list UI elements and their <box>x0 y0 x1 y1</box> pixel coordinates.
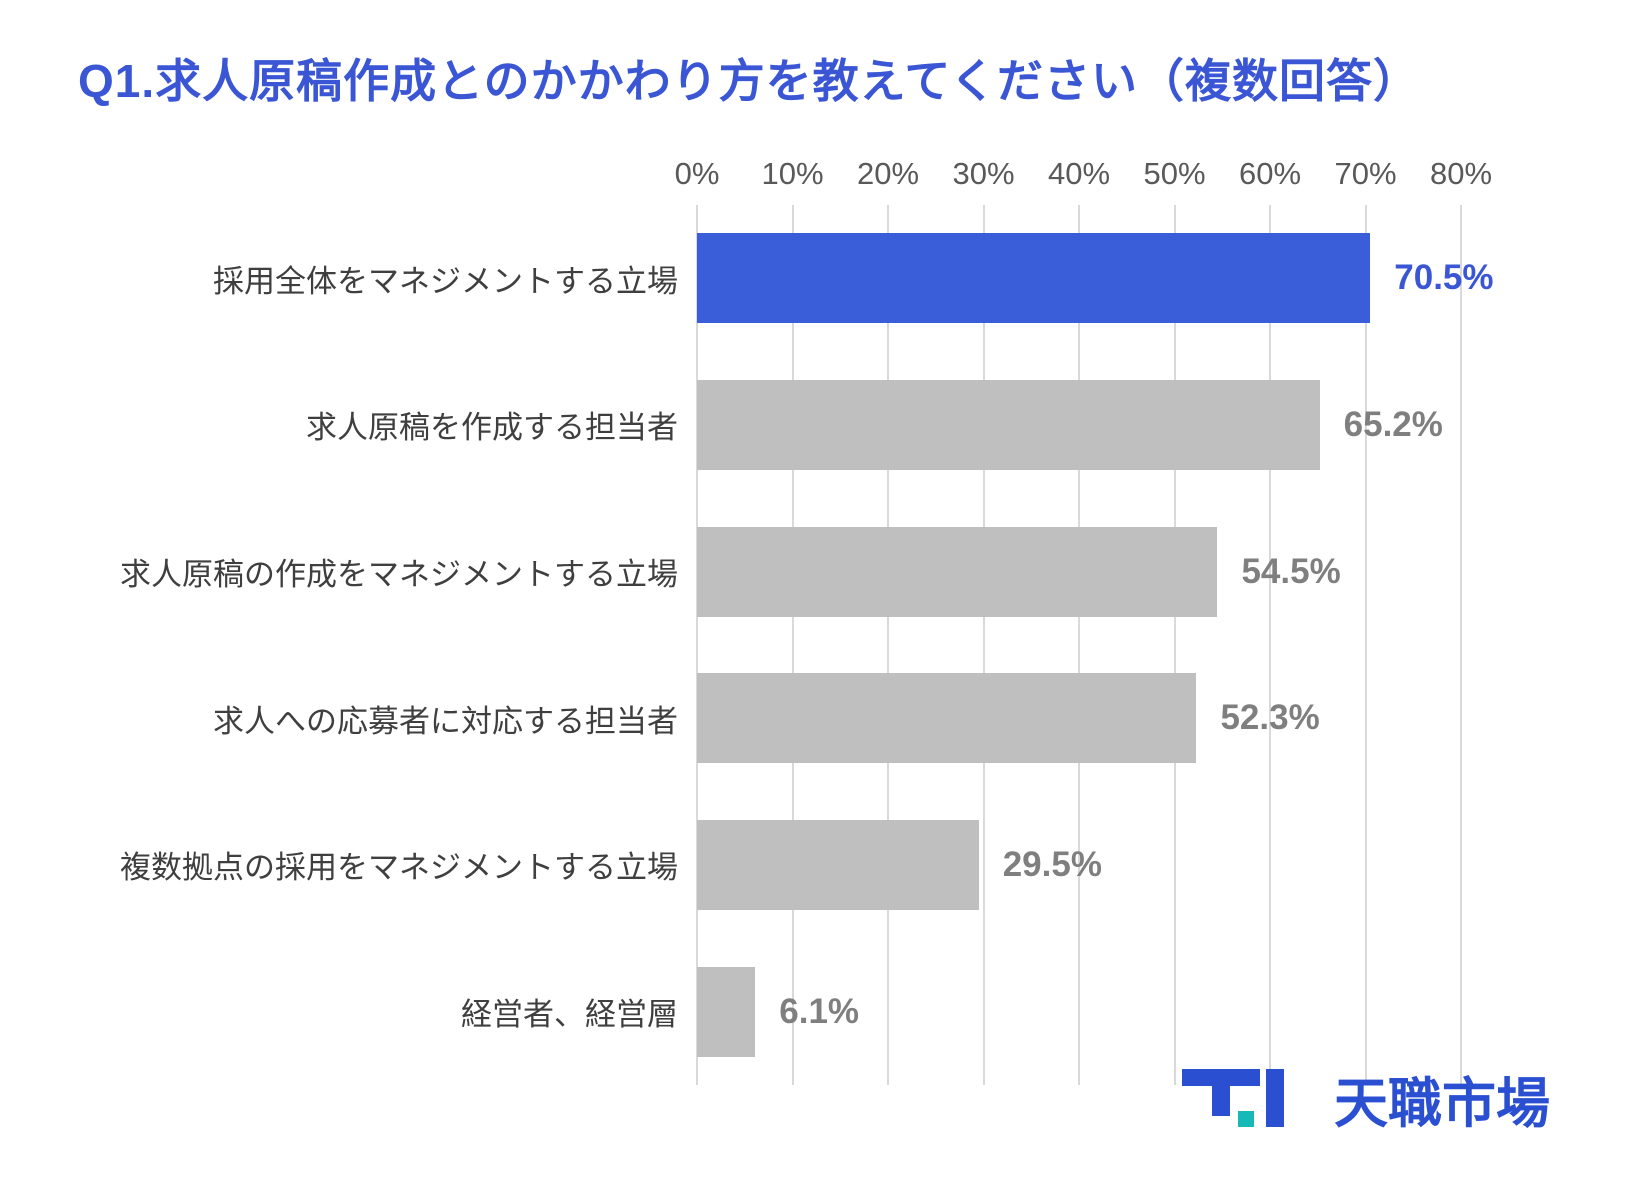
x-axis-tick: 20% <box>856 156 920 191</box>
bar <box>697 819 979 910</box>
category-label: 求人原稿を作成する担当者 <box>306 410 678 446</box>
category-label: 複数拠点の採用をマネジメントする立場 <box>120 850 678 886</box>
logo: 天職市場 <box>1182 1062 1550 1134</box>
gridline <box>1269 205 1271 1085</box>
gridlines <box>696 205 1462 1085</box>
chart-title: Q1.求人原稿作成とのかかわり方を教えてください（複数回答） <box>78 54 1421 107</box>
x-axis-tick: 80% <box>1429 156 1493 191</box>
value-label: 6.1% <box>779 991 860 1031</box>
bar-row: 求人への応募者に対応する担当者 52.3% <box>0 645 1632 792</box>
gridline <box>1173 205 1176 1085</box>
category-label: 採用全体をマネジメントする立場 <box>213 263 678 299</box>
bar-row: 求人原稿を作成する担当者 65.2% <box>0 352 1632 499</box>
bar <box>697 233 1371 324</box>
value-label: 52.3% <box>1220 698 1320 738</box>
x-axis-tick: 30% <box>952 156 1015 191</box>
gridline <box>1364 205 1367 1085</box>
category-label: 経営者、経営層 <box>461 997 678 1033</box>
gridline <box>982 205 985 1085</box>
category-label: 求人への応募者に対応する担当者 <box>213 703 678 739</box>
logo-text: 天職市場 <box>1334 1073 1550 1134</box>
value-label: 65.2% <box>1343 404 1443 444</box>
x-axis-tick: 70% <box>1334 156 1397 191</box>
gridline <box>887 205 889 1085</box>
bar-row: 複数拠点の採用をマネジメントする立場 29.5% <box>0 792 1632 939</box>
value-label: 29.5% <box>1002 844 1102 884</box>
gridline <box>791 205 794 1085</box>
x-axis-tick: 0% <box>674 156 720 191</box>
bar <box>697 966 756 1057</box>
gridline <box>696 205 698 1085</box>
value-label: 70.5% <box>1394 258 1494 298</box>
bar-rows: 採用全体をマネジメントする立場 70.5% 求人原稿を作成する担当者 65.2% 求人原… <box>0 205 1632 1085</box>
gridline <box>1078 205 1080 1085</box>
x-axis-tick: 40% <box>1047 156 1111 191</box>
x-axis-tick: 60% <box>1238 156 1302 191</box>
x-axis-tick: 10% <box>761 156 824 191</box>
x-axis-tick: 50% <box>1143 156 1206 191</box>
gridline <box>1460 205 1462 1085</box>
logo-mark-icon <box>1182 1067 1312 1129</box>
bar-row: 経営者、経営層 6.1% <box>0 938 1632 1085</box>
bar <box>697 379 1320 470</box>
category-label: 求人原稿の作成をマネジメントする立場 <box>120 557 678 593</box>
value-label: 54.5% <box>1241 551 1341 591</box>
bar-row: 求人原稿の作成をマネジメントする立場 54.5% <box>0 498 1632 645</box>
bar <box>697 526 1218 617</box>
bar <box>697 673 1197 764</box>
x-axis: 0% 10% 20% 30% 40% 50% 60% 70% 80% <box>675 156 1492 200</box>
bar-row: 採用全体をマネジメントする立場 70.5% <box>0 205 1632 352</box>
